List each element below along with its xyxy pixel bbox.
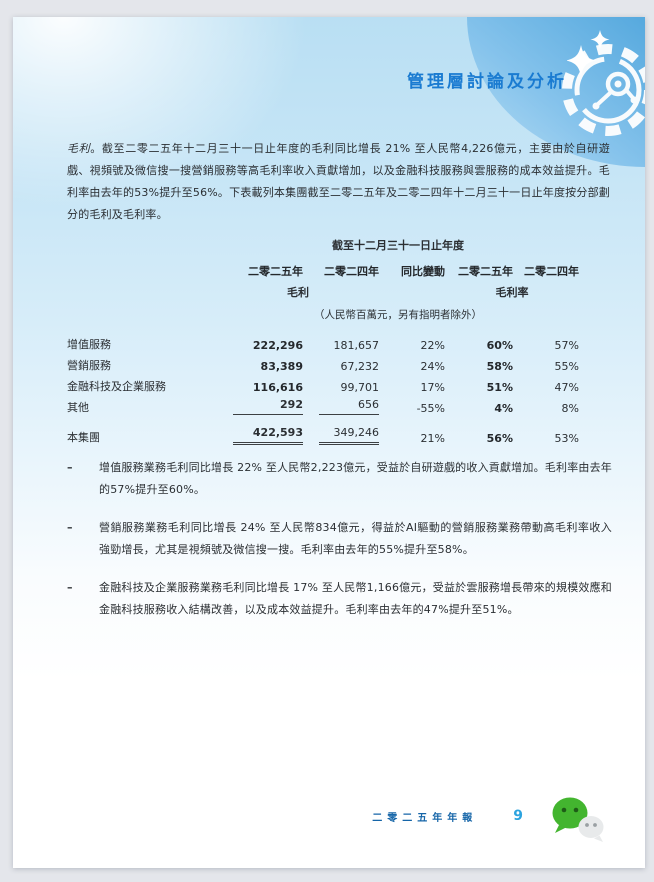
col-header-2024-gp: 二零二四年 <box>324 265 379 278</box>
annual-report-label: 二零二五年年報 <box>372 812 478 824</box>
cell-gp-2024: 181,657 <box>333 339 380 352</box>
table-column-header-row: 二零二五年 二零二四年 同比變動 二零二五年 二零二四年 <box>67 257 579 279</box>
gear-circuit-icon <box>562 44 645 136</box>
bullet-text-vas: 增值服務業務毛利同比增長 22% 至人民幣2,223億元，受益於自研遊戲的收入貢… <box>99 461 612 496</box>
cell-gp-2025: 222,296 <box>252 339 303 352</box>
row-label: 增值服務 <box>67 338 111 351</box>
table-row-fintech: 金融科技及企業服務 116,616 99,701 17% 51% 47% <box>67 373 579 394</box>
bullet-dash: – <box>67 521 73 534</box>
cell-yoy: -55% <box>416 402 445 415</box>
cell-margin-2024: 8% <box>561 402 579 415</box>
table-row-total: 本集團 422,593 349,246 21% 56% 53% <box>67 424 579 445</box>
cell-gp-2025: 292 <box>233 398 303 415</box>
group-header-gross-profit: 毛利 <box>287 286 309 299</box>
cell-margin-2025: 60% <box>486 339 513 352</box>
cell-margin-2024: 55% <box>554 360 579 373</box>
segment-gross-profit-table: 截至十二月三十一日止年度 二零二五年 二零二四年 同比變動 二零二五年 二零二四… <box>67 237 579 445</box>
cell-yoy: 24% <box>420 360 445 373</box>
row-label: 金融科技及企業服務 <box>67 380 166 393</box>
cell-margin-2024: 57% <box>554 339 579 352</box>
col-header-2025-margin: 二零二五年 <box>458 265 513 278</box>
cell-margin-2025: 58% <box>486 360 513 373</box>
cell-gp-2024: 656 <box>319 398 379 415</box>
intro-lead-italic: 毛利 <box>67 142 91 155</box>
report-page: 管理層討論及分析 毛利。截至二零二五年十二月三十一日止年度的毛利同比增長 21%… <box>13 17 645 868</box>
cell-margin-2024: 47% <box>554 381 579 394</box>
row-label: 營銷服務 <box>67 359 111 372</box>
segment-commentary-list: – 增值服務業務毛利同比增長 22% 至人民幣2,223億元，受益於自研遊戲的收… <box>67 457 612 637</box>
list-item: – 營銷服務業務毛利同比增長 24% 至人民幣834億元，得益於AI驅動的營銷服… <box>67 517 612 561</box>
cell-margin-2025: 51% <box>486 381 513 394</box>
table-unit-note-row: （人民幣百萬元，另有指明者除外） <box>67 300 579 322</box>
list-item: – 金融科技及企業服務業務毛利同比增長 17% 至人民幣1,166億元，受益於雲… <box>67 577 612 621</box>
intro-paragraph: 毛利。截至二零二五年十二月三十一日止年度的毛利同比增長 21% 至人民幣4,22… <box>67 138 610 226</box>
unit-note: （人民幣百萬元，另有指明者除外） <box>314 309 482 321</box>
page-number: 9 <box>513 808 523 824</box>
cell-gp-2024: 349,246 <box>319 426 379 445</box>
col-header-2024-margin: 二零二四年 <box>524 265 579 278</box>
gross-profit-by-segment: 二零二五年 二零二四年 同比變動 二零二五年 二零二四年 毛利 毛利率 （人民幣… <box>67 257 579 445</box>
bullet-dash: – <box>67 461 73 474</box>
table-row-marketing: 營銷服務 83,389 67,232 24% 58% 55% <box>67 352 579 373</box>
cell-gp-2025: 116,616 <box>252 381 303 394</box>
bullet-text-fintech: 金融科技及企業服務業務毛利同比增長 17% 至人民幣1,166億元，受益於雲服務… <box>99 581 612 616</box>
table-group-header-row: 毛利 毛利率 <box>67 279 579 300</box>
wechat-logo <box>552 797 604 842</box>
col-header-yoy: 同比變動 <box>401 265 445 278</box>
page-footer: 二零二五年年報 9 <box>372 792 607 842</box>
cell-margin-2025: 56% <box>486 432 513 445</box>
intro-body-text: 。截至二零二五年十二月三十一日止年度的毛利同比增長 21% 至人民幣4,226億… <box>67 142 610 221</box>
row-label: 本集團 <box>67 431 100 444</box>
cell-margin-2025: 4% <box>494 402 513 415</box>
table-row-others: 其他 292 656 -55% 4% 8% <box>67 394 579 415</box>
bullet-text-marketing: 營銷服務業務毛利同比增長 24% 至人民幣834億元，得益於AI驅動的營銷服務業… <box>99 521 612 556</box>
table-row-vas: 增值服務 222,296 181,657 22% 60% 57% <box>67 331 579 352</box>
cell-gp-2024: 67,232 <box>340 360 380 373</box>
group-header-margin: 毛利率 <box>495 286 529 299</box>
list-item: – 增值服務業務毛利同比增長 22% 至人民幣2,223億元，受益於自研遊戲的收… <box>67 457 612 501</box>
cell-gp-2025: 83,389 <box>260 360 303 373</box>
cell-yoy: 22% <box>420 339 445 352</box>
row-label: 其他 <box>67 401 89 414</box>
col-header-2025-gp: 二零二五年 <box>248 265 303 278</box>
cell-margin-2024: 53% <box>554 432 579 445</box>
cell-yoy: 21% <box>420 432 445 445</box>
table-period-header: 截至十二月三十一日止年度 <box>332 239 464 252</box>
cell-gp-2025: 422,593 <box>233 426 303 445</box>
page-title: 管理層討論及分析 <box>407 72 567 92</box>
bullet-dash: – <box>67 581 73 594</box>
cell-gp-2024: 99,701 <box>340 381 380 394</box>
cell-yoy: 17% <box>420 381 445 394</box>
